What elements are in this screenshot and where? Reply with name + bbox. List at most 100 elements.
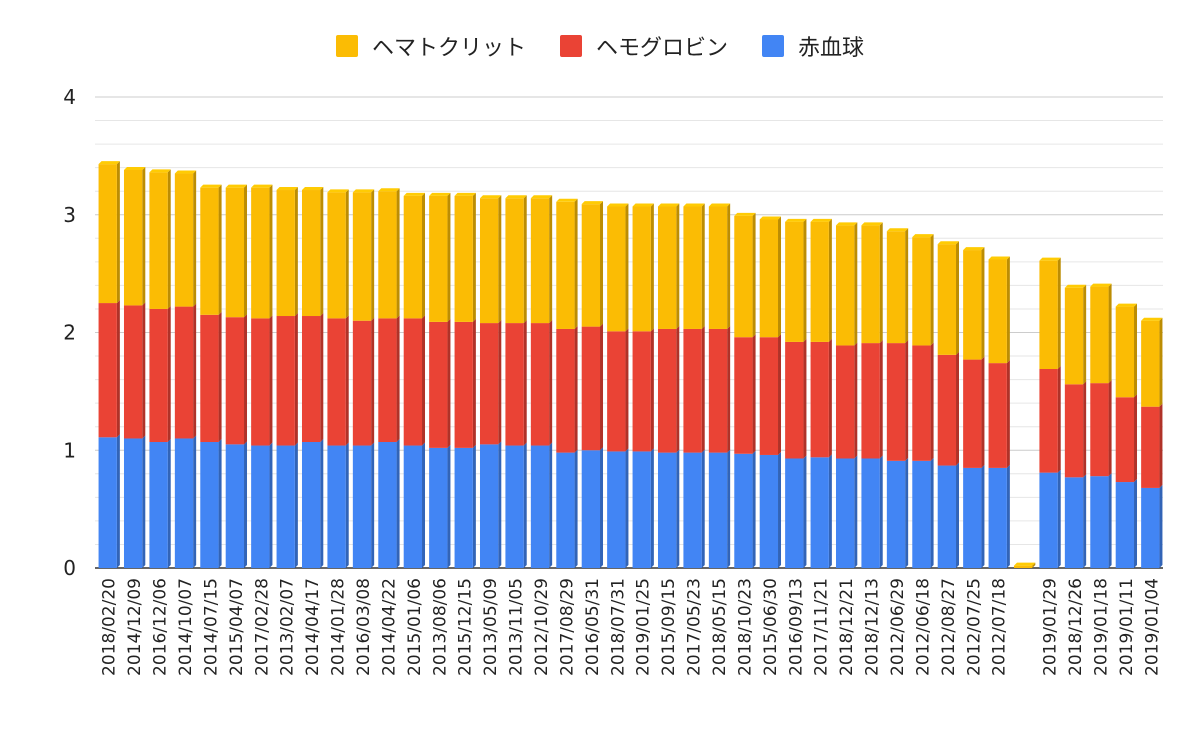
- x-tick-label: 2017/02/28: [252, 578, 272, 676]
- bar-segment: [759, 454, 779, 568]
- bar-segment-side: [625, 448, 629, 568]
- bar-segment-side: [956, 351, 960, 466]
- bar-segment-side: [854, 222, 858, 346]
- bar-segment-side: [472, 192, 476, 322]
- bar-segment: [683, 328, 702, 453]
- bar-segment-side: [116, 300, 120, 438]
- bar-segment: [530, 323, 550, 446]
- bar-segment-side: [905, 340, 909, 461]
- x-tick-label: 2019/01/18: [1091, 578, 1111, 676]
- legend-item-hemoglobin[interactable]: ヘモグロビン: [559, 30, 728, 62]
- bar-segment-side: [1159, 403, 1163, 488]
- bar-top-face: [937, 241, 960, 245]
- bar-segment: [123, 305, 143, 439]
- x-tick-label: 2018/12/21: [837, 578, 857, 676]
- bar-top-face: [734, 212, 756, 216]
- bar-segment: [810, 457, 829, 568]
- bar-segment-side: [142, 302, 146, 439]
- bar-segment-side: [600, 323, 604, 451]
- bar-segment-side: [701, 449, 705, 568]
- bar-segment-side: [879, 455, 883, 568]
- x-tick-label: 2012/06/18: [913, 578, 933, 676]
- bar-segment: [429, 447, 448, 568]
- bar-segment: [1141, 487, 1160, 568]
- bar-segment-side: [320, 313, 324, 443]
- bar-segment-side: [447, 192, 451, 322]
- bar-segment-side: [676, 449, 680, 568]
- bar-segment-side: [523, 195, 527, 324]
- bar-segment: [454, 447, 473, 568]
- bar-segment-side: [956, 462, 960, 568]
- bar-segment: [429, 195, 448, 322]
- bar-segment: [327, 318, 346, 446]
- bar-segment: [403, 445, 423, 568]
- bar-segment: [988, 467, 1007, 568]
- bar-segment: [632, 206, 651, 332]
- bar-segment-side: [422, 192, 426, 319]
- bar-segment: [683, 206, 702, 329]
- x-tick-label: 2015/04/07: [227, 578, 247, 676]
- bar-top-face: [352, 189, 375, 193]
- bar-segment: [912, 237, 931, 346]
- bar-top-face: [378, 188, 400, 192]
- bar-segment: [200, 314, 219, 443]
- x-tick-label: 2019/01/11: [1117, 578, 1137, 676]
- bar-segment: [1064, 384, 1084, 478]
- bar-top-face: [963, 247, 985, 251]
- legend-item-hematocrit[interactable]: ヘマトクリット: [335, 30, 526, 62]
- bar-segment-side: [116, 161, 120, 304]
- bar-segment: [505, 445, 524, 568]
- bar-segment-side: [218, 439, 222, 568]
- bar-segment-side: [345, 315, 349, 446]
- bar-segment: [378, 442, 397, 568]
- bar-segment-side: [600, 447, 604, 568]
- bar-segment: [327, 445, 346, 568]
- bar-segment-side: [1006, 256, 1010, 364]
- bar-segment: [479, 198, 499, 324]
- bar-segment-side: [167, 169, 171, 309]
- bar-segment-side: [549, 442, 553, 568]
- x-tick-label: 2018/12/13: [863, 578, 883, 676]
- bar-top-face: [327, 189, 349, 193]
- bar-segment-side: [701, 325, 705, 453]
- bar-top-face: [1013, 562, 1036, 566]
- bar-segment-side: [498, 441, 502, 568]
- bar-segment: [708, 206, 728, 329]
- bar-segment-side: [244, 314, 248, 445]
- bar-segment: [632, 451, 651, 568]
- x-tick-label: 2015/12/15: [456, 578, 476, 676]
- bar-segment: [327, 192, 346, 319]
- bar-segment-side: [752, 450, 756, 568]
- bar-segment: [98, 437, 117, 568]
- bar-segment-side: [701, 203, 705, 329]
- bar-segment: [1064, 287, 1084, 385]
- bar-segment-side: [778, 451, 782, 568]
- bar-segment: [479, 323, 499, 445]
- x-tick-label: 2014/10/07: [176, 578, 196, 676]
- bar-segment-side: [803, 338, 807, 459]
- bar-top-face: [708, 203, 731, 207]
- bar-top-face: [810, 218, 832, 222]
- bar-segment: [505, 198, 524, 324]
- bar-top-face: [785, 218, 807, 222]
- bar-top-face: [98, 161, 120, 165]
- bar-segment: [200, 442, 219, 568]
- bar-segment-side: [1108, 283, 1112, 384]
- bar-segment: [1115, 397, 1135, 483]
- bar-segment: [1013, 565, 1033, 568]
- bar-segment-side: [1134, 303, 1138, 398]
- bar-top-face: [301, 187, 324, 191]
- bar-segment-side: [1159, 317, 1163, 407]
- bar-segment-side: [727, 325, 731, 453]
- x-tick-label: 2017/11/21: [812, 578, 832, 676]
- bar-segment: [734, 453, 753, 568]
- bar-segment-side: [676, 325, 680, 453]
- x-tick-label: 2012/10/29: [532, 578, 552, 676]
- bar-segment-side: [1006, 360, 1010, 468]
- bar-segment: [454, 195, 473, 322]
- bar-segment-side: [116, 434, 120, 568]
- bar-segment-side: [650, 328, 654, 452]
- bar-segment-side: [345, 189, 349, 319]
- legend-item-rbc[interactable]: 赤血球: [762, 30, 864, 62]
- bar-segment-side: [244, 441, 248, 568]
